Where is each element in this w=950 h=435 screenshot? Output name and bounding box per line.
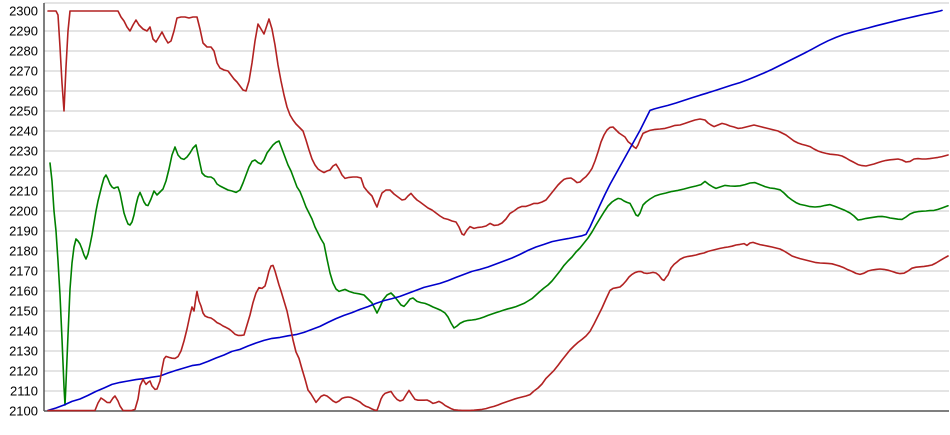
y-axis-label: 2240 <box>9 124 38 139</box>
y-axis-label: 2300 <box>9 4 38 19</box>
y-axis-label: 2140 <box>9 324 38 339</box>
y-axis-label: 2160 <box>9 284 38 299</box>
y-axis-label: 2100 <box>9 404 38 419</box>
lower-band-red-line <box>47 241 949 412</box>
y-axis-label: 2210 <box>9 184 38 199</box>
upper-band-red-line <box>47 10 949 236</box>
y-axis-label: 2280 <box>9 44 38 59</box>
y-axis-label: 2180 <box>9 244 38 259</box>
y-axis-label: 2290 <box>9 24 38 39</box>
y-axis-label: 2250 <box>9 104 38 119</box>
y-axis-label: 2150 <box>9 304 38 319</box>
middle-band-green-line <box>49 140 949 406</box>
y-axis-label: 2260 <box>9 84 38 99</box>
y-axis-label: 2190 <box>9 224 38 239</box>
y-axis-label: 2120 <box>9 364 38 379</box>
y-axis-label: 2220 <box>9 164 38 179</box>
y-axis-label: 2170 <box>9 264 38 279</box>
y-axis-label: 2110 <box>10 384 38 399</box>
trend-line-blue-line <box>47 9 943 412</box>
y-axis-label: 2230 <box>9 144 38 159</box>
y-axis-label: 2130 <box>9 344 38 359</box>
y-axis-label: 2200 <box>9 204 38 219</box>
y-axis-label: 2270 <box>9 64 38 79</box>
